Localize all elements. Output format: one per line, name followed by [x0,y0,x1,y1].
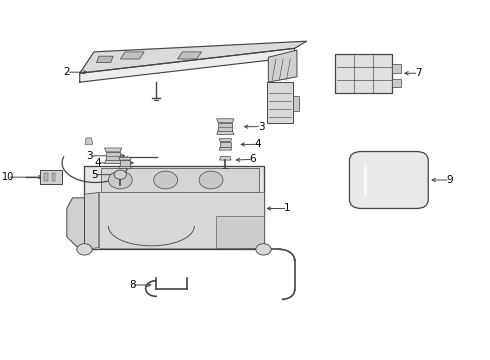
Polygon shape [119,157,131,160]
FancyBboxPatch shape [349,152,428,208]
Polygon shape [85,138,93,144]
Polygon shape [80,41,306,73]
Text: 4: 4 [94,158,100,168]
Polygon shape [220,141,231,147]
Text: 9: 9 [446,175,453,185]
Polygon shape [392,78,401,87]
Polygon shape [51,173,55,181]
Polygon shape [104,148,122,152]
Text: 3: 3 [86,151,93,161]
Polygon shape [219,147,232,150]
Polygon shape [97,56,113,63]
Text: 2: 2 [64,67,70,77]
Polygon shape [101,167,259,193]
Text: 10: 10 [1,172,14,182]
Text: 6: 6 [250,154,256,165]
Text: 5: 5 [91,170,98,180]
Polygon shape [40,170,62,184]
Polygon shape [220,157,231,160]
Polygon shape [67,198,84,249]
Polygon shape [44,173,48,181]
Circle shape [77,244,92,255]
Polygon shape [119,166,131,168]
Polygon shape [219,139,232,141]
Text: 4: 4 [254,139,261,149]
Circle shape [256,244,271,255]
Circle shape [108,171,132,189]
Circle shape [199,171,223,189]
Polygon shape [293,96,299,111]
Polygon shape [99,193,264,248]
Polygon shape [218,123,232,131]
Text: 3: 3 [258,122,265,132]
Polygon shape [269,50,297,82]
Polygon shape [120,160,130,166]
Polygon shape [335,54,392,93]
Text: 1: 1 [284,203,291,213]
Polygon shape [106,152,121,160]
Circle shape [154,171,177,189]
Polygon shape [121,52,144,59]
Polygon shape [177,52,201,59]
Polygon shape [267,82,293,123]
Polygon shape [80,48,294,82]
Polygon shape [84,166,264,249]
Text: 7: 7 [416,68,422,78]
Polygon shape [217,119,234,123]
Polygon shape [217,131,234,134]
Polygon shape [104,160,122,164]
Polygon shape [392,64,401,73]
Polygon shape [216,216,264,248]
Text: 8: 8 [129,280,136,290]
Polygon shape [84,193,99,249]
Circle shape [114,170,126,179]
